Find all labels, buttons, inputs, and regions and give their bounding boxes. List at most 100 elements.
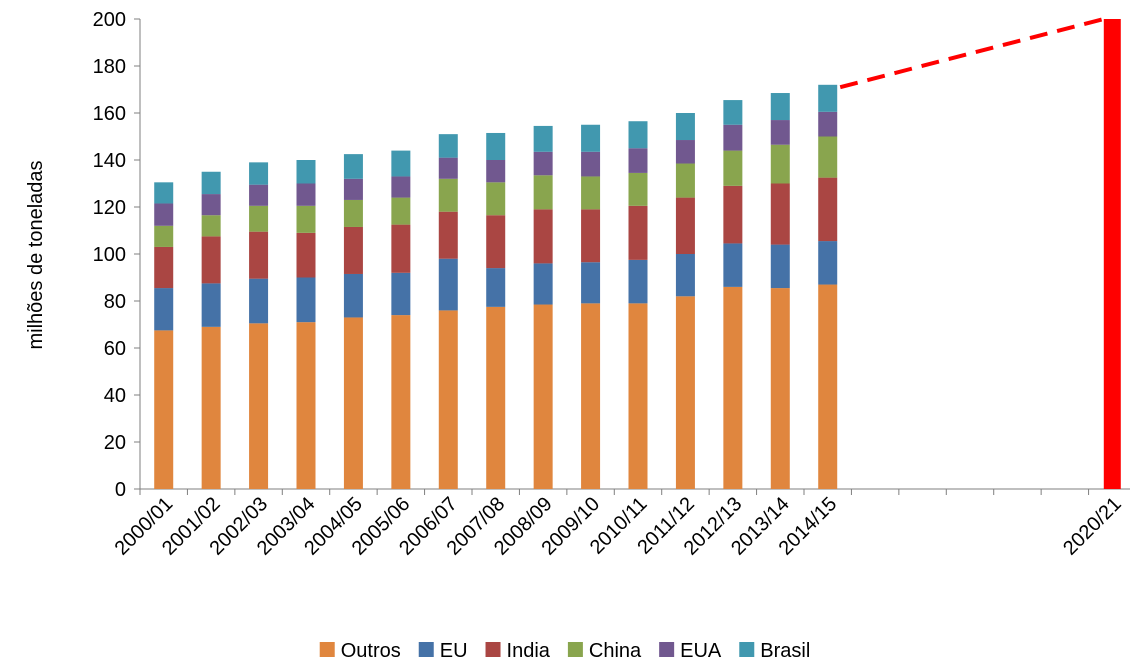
bar-segment-india [628,205,648,260]
bar-segment-eu [818,241,838,285]
legend-swatch-eua [659,642,675,657]
bar-segment-china [723,150,743,186]
bar-segment-eua [343,178,363,200]
bar-segment-eua [249,184,269,206]
bar-segment-eua [201,194,221,216]
bar-segment-outros [249,323,269,489]
projection-trend-line [839,17,1105,90]
bar-segment-eua [675,140,695,164]
legend-swatch-brasil [739,642,755,657]
legend-label-china: China [589,640,642,662]
y-tick-label: 120 [93,197,126,219]
bar-segment-brasil [770,93,790,121]
projection-bar [1103,19,1121,489]
trend-layer [839,17,1105,90]
bar-segment-outros [343,317,363,489]
bar-segment-china [438,178,458,212]
bar-segment-eua [581,151,601,177]
bar-segment-outros [201,326,221,489]
bar-segment-brasil [343,154,363,179]
legend: Outros EU India China EUA Brasil [319,640,810,662]
bar-segment-china [486,182,506,216]
bar-segment-brasil [296,160,316,184]
bar-segment-eu [581,262,601,304]
bar-segment-eua [628,148,648,173]
bar-segment-outros [723,286,743,489]
y-tick-label: 0 [115,479,126,501]
bar-segment-china [533,175,553,210]
bar-segment-india [770,183,790,245]
legend-label-india: India [507,640,551,662]
bar-segment-eu [770,244,790,289]
bar-segment-india [818,177,838,242]
bar-segment-eu [438,258,458,311]
bar-segment-china [343,199,363,227]
bar-segment-india [486,215,506,269]
bar-segment-china [154,225,174,247]
y-axis-title: milhões de toneladas [25,160,47,349]
bar-segment-china [818,136,838,178]
bar-segment-outros [391,315,411,489]
bar-segment-eua [723,124,743,151]
bar-segment-brasil [391,150,411,177]
bar-segment-brasil [438,134,458,158]
bar-segment-brasil [818,84,838,112]
legend-swatch-china [567,642,583,657]
bar-segment-eu [154,288,174,331]
bar-segment-outros [438,310,458,489]
legend-swatch-outros [319,642,335,657]
bar-segment-brasil [201,171,221,195]
bar-segment-outros [154,330,174,489]
bar-segment-brasil [581,124,601,152]
bar-segment-china [391,197,411,225]
bar-segment-india [533,209,553,264]
bars-layer [154,19,1121,489]
bar-segment-india [438,211,458,259]
bar-segment-eu [249,278,269,324]
bar-segment-eua [486,160,506,183]
bar-segment-china [296,205,316,233]
legend-swatch-india [485,642,501,657]
bar-segment-outros [628,303,648,489]
bar-segment-brasil [154,182,174,204]
bar-segment-eua [296,183,316,206]
bar-segment-china [581,176,601,210]
bar-segment-eua [154,203,174,226]
bar-segment-eu [486,268,506,307]
bar-segment-outros [533,304,553,489]
bar-segment-china [201,215,221,237]
bar-segment-outros [296,322,316,489]
x-tick-label: 2020/21 [1059,493,1126,560]
bar-segment-eu [533,263,553,305]
bar-segment-brasil [723,100,743,125]
y-tick-label: 160 [93,103,126,125]
bar-segment-outros [770,288,790,489]
bar-segment-china [249,205,269,232]
bar-segment-india [391,224,411,273]
x-tick-labels: 2000/012001/022002/032003/042004/052005/… [111,493,1126,560]
bar-segment-brasil [249,162,269,185]
bar-segment-india [675,197,695,254]
bar-segment-india [249,231,269,279]
bar-segment-eu [675,254,695,297]
bar-segment-china [770,144,790,184]
y-tick-label: 140 [93,150,126,172]
bar-segment-outros [486,306,506,489]
bar-segment-india [201,236,221,284]
bar-segment-india [723,185,743,244]
bar-segment-outros [581,303,601,489]
y-tick-label: 80 [104,291,126,313]
legend-label-eu: EU [440,640,468,662]
y-tick-label: 40 [104,385,126,407]
bar-segment-eu [391,272,411,316]
bar-segment-india [296,232,316,278]
legend-label-eua: EUA [680,640,722,662]
bar-segment-brasil [486,132,506,160]
y-tick-label: 60 [104,338,126,360]
bar-segment-outros [675,296,695,489]
bar-segment-eu [628,259,648,304]
bar-segment-india [581,209,601,263]
bar-segment-brasil [533,125,553,152]
bar-segment-eua [391,176,411,198]
